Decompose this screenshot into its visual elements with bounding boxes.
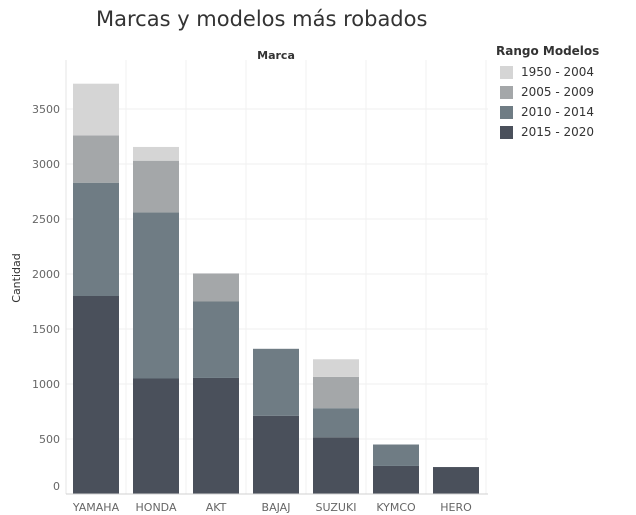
legend-label: 2010 - 2014 [521, 105, 595, 119]
x-tick-label: HERO [440, 501, 472, 514]
legend-swatch [500, 125, 513, 139]
bar-segment[interactable] [313, 437, 359, 494]
x-tick-label: KYMCO [376, 501, 416, 514]
legend-items: 1950 - 2004 2005 - 2009 2010 - 2014 2015 - … [496, 62, 599, 142]
legend-label: 2015 - 2020 [521, 125, 595, 139]
bar-segment[interactable] [373, 444, 419, 466]
bar-segment[interactable] [433, 467, 479, 494]
x-tick-label: AKT [206, 501, 227, 514]
x-tick-label: HONDA [136, 501, 177, 514]
legend-title: Rango Modelos [496, 44, 600, 58]
bar-segment[interactable] [313, 376, 359, 409]
bar-segment[interactable] [193, 273, 239, 302]
y-tick-label: 1500 [32, 323, 60, 336]
y-tick-label: 3500 [32, 103, 60, 116]
legend: Rango Modelos 1950 - 2004 2005 - 2009 2010… [496, 44, 599, 142]
legend-item[interactable]: 2015 - 2020 [496, 122, 599, 142]
legend-swatch [500, 105, 513, 119]
bar-segment[interactable] [193, 377, 239, 494]
bar-segment[interactable] [133, 378, 179, 495]
y-tick-label: 3000 [32, 158, 60, 171]
chart-title: Marcas y modelos más robados [96, 7, 428, 31]
x-tick-label: YAMAHA [72, 501, 120, 514]
legend-swatch [500, 65, 513, 79]
bar-segment[interactable] [73, 135, 119, 183]
bar-segment[interactable] [373, 465, 419, 494]
bar-segment[interactable] [133, 160, 179, 213]
legend-label: 1950 - 2004 [521, 65, 595, 79]
bar-segment[interactable] [73, 83, 119, 136]
legend-swatch [500, 85, 513, 99]
bar-segment[interactable] [133, 146, 179, 161]
bar-segment[interactable] [133, 212, 179, 379]
legend-item[interactable]: 1950 - 2004 [496, 62, 599, 82]
bars [73, 83, 479, 495]
y-tick-label: 1000 [32, 378, 60, 391]
x-tick-label: BAJAJ [262, 501, 291, 514]
y-tick-label: 2000 [32, 268, 60, 281]
bar-segment[interactable] [313, 408, 359, 438]
legend-item[interactable]: 2005 - 2009 [496, 82, 599, 102]
bar-segment[interactable] [253, 415, 299, 494]
y-axis-title: Cantidad [10, 253, 23, 302]
legend-item[interactable]: 2010 - 2014 [496, 102, 599, 122]
bar-segment[interactable] [253, 348, 299, 416]
bar-segment[interactable] [73, 182, 119, 296]
x-tick-label: SUZUKI [316, 501, 357, 514]
column-header: Marca [257, 49, 295, 62]
y-tick-label: 500 [39, 433, 60, 446]
y-tick-label: 0 [53, 480, 60, 493]
tick-labels: 0 500 1000 1500 2000 2500 3000 3500 YAMAHA HONDA A… [32, 103, 472, 514]
bar-segment[interactable] [193, 301, 239, 378]
axes [65, 60, 488, 495]
bar-segment[interactable] [313, 359, 359, 377]
y-tick-label: 2500 [32, 213, 60, 226]
legend-label: 2005 - 2009 [521, 85, 595, 99]
bar-segment[interactable] [73, 296, 119, 494]
